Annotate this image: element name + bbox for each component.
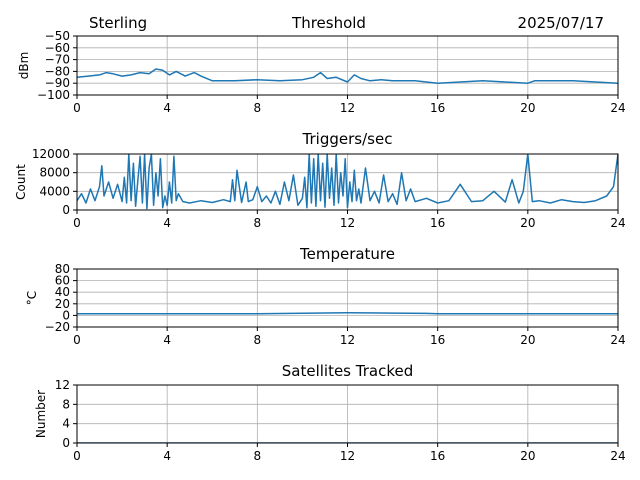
x-tick-label: 20 [520,101,535,115]
x-tick-label: 12 [340,216,355,230]
data-series-line [77,154,618,210]
x-tick-label: 16 [430,333,445,347]
x-tick-label: 8 [254,216,262,230]
y-tick-label: 0 [62,203,70,217]
x-tick-label: 12 [340,449,355,463]
x-tick-label: 16 [430,449,445,463]
y-tick-label: −100 [37,88,70,102]
x-tick-label: 4 [163,333,171,347]
chart-title: Threshold [291,14,366,32]
y-tick-label: −70 [45,53,70,67]
y-tick-label: −90 [45,76,70,90]
x-tick-label: 4 [163,101,171,115]
date-label: 2025/07/17 [518,14,604,32]
y-axis-label: dBm [17,52,31,80]
x-tick-label: 4 [163,449,171,463]
y-axis-label: Number [34,390,48,438]
x-tick-label: 16 [430,216,445,230]
x-tick-label: 24 [610,216,625,230]
x-tick-label: 8 [254,101,262,115]
y-tick-label: −50 [45,29,70,43]
y-tick-label: 12000 [32,147,70,161]
x-tick-label: 12 [340,101,355,115]
x-tick-label: 20 [520,216,535,230]
x-tick-label: 16 [430,101,445,115]
x-tick-label: 0 [73,216,81,230]
y-tick-label: 20 [55,297,70,311]
x-tick-label: 8 [254,449,262,463]
y-tick-label: 4 [62,417,70,431]
chart-panel-2: 0 4 8 12 16 20 24 0 4000 8000 12000 Triggers/sec Cou… [14,130,626,230]
data-series-line [77,68,618,84]
x-tick-label: 0 [73,449,81,463]
y-tick-label: −80 [45,64,70,78]
x-tick-label: 4 [163,216,171,230]
station-name: Sterling [89,14,147,32]
y-tick-label: 40 [55,285,70,299]
chart-panel-1: 0 4 8 12 16 20 24 −100−90−80−70−60−50 dBm [17,29,626,115]
x-tick-label: 24 [610,101,625,115]
data-series-line [77,312,618,315]
x-tick-label: 24 [610,333,625,347]
x-tick-label: 24 [610,449,625,463]
y-tick-label: 60 [55,274,70,288]
y-tick-label: 4000 [39,184,70,198]
x-tick-label: 8 [254,333,262,347]
x-tick-label: 0 [73,333,81,347]
y-tick-label: −60 [45,41,70,55]
y-axis-label: °C [25,291,39,305]
y-tick-label: 8 [62,397,70,411]
panel-title: Triggers/sec [302,130,393,148]
y-tick-label: 0 [62,436,70,450]
x-tick-label: 12 [340,333,355,347]
y-tick-label: −20 [45,320,70,334]
y-tick-label: 0 [62,308,70,322]
x-tick-label: 0 [73,101,81,115]
panel-title: Temperature [299,245,395,263]
y-axis-label: Count [14,164,28,200]
x-tick-label: 20 [520,333,535,347]
y-tick-label: 12 [55,378,70,392]
y-tick-label: 80 [55,262,70,276]
chart-panel-4: 0 4 8 12 16 20 24 0 4 8 12 Satellites Tracked Number [34,362,626,463]
x-tick-label: 20 [520,449,535,463]
y-tick-label: 8000 [39,166,70,180]
panel-title: Satellites Tracked [282,362,413,380]
